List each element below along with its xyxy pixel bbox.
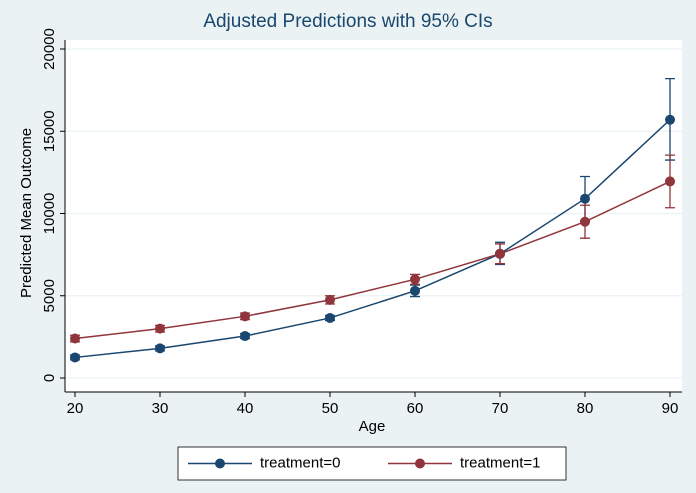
- x-tick-label: 60: [407, 400, 424, 417]
- point: [155, 343, 165, 354]
- chart-title: Adjusted Predictions with 95% CIs: [203, 11, 492, 32]
- y-tick-label: 5000: [41, 279, 58, 312]
- x-tick-label: 90: [662, 400, 679, 417]
- point: [665, 114, 675, 125]
- point: [325, 312, 335, 323]
- series-line: [74, 180, 671, 340]
- point: [410, 274, 420, 285]
- x-tick-label: 40: [237, 400, 254, 417]
- point: [580, 216, 590, 227]
- legend-label: treatment=0: [260, 454, 340, 471]
- legend-label: treatment=1: [460, 454, 540, 471]
- point: [70, 333, 80, 344]
- x-tick-label: 20: [67, 400, 84, 417]
- point: [325, 294, 335, 305]
- y-tick-label: 15000: [41, 110, 58, 152]
- y-tick-label: 20000: [41, 28, 58, 70]
- y-tick-label: 0: [41, 374, 58, 382]
- point: [495, 248, 505, 259]
- y-tick-label: 10000: [41, 193, 58, 235]
- point: [70, 352, 80, 363]
- plot-area: [65, 40, 682, 392]
- series-line: [74, 119, 671, 359]
- x-tick-label: 70: [492, 400, 509, 417]
- point: [665, 176, 675, 187]
- y-axis-label: Predicted Mean Outcome: [18, 128, 35, 298]
- point: [240, 331, 250, 342]
- legend-marker: [215, 458, 225, 469]
- x-axis-label: Age: [359, 418, 386, 435]
- point: [580, 193, 590, 204]
- point: [410, 285, 420, 296]
- x-tick-label: 80: [577, 400, 594, 417]
- legend-marker: [415, 458, 425, 469]
- point: [240, 311, 250, 322]
- point: [155, 323, 165, 334]
- x-tick-label: 30: [152, 400, 169, 417]
- x-tick-label: 50: [322, 400, 339, 417]
